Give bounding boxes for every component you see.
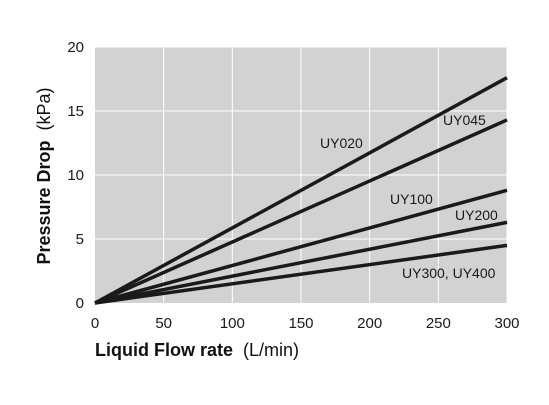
series-labels: UY020 UY045 UY100 UY200 UY300, UY400 [320,112,498,281]
series-line-3 [94,220,508,305]
series-line-4 [94,243,508,305]
y-tick-label-5: 5 [76,231,84,248]
grid-lines [95,46,508,303]
y-tick-label-10: 10 [67,167,84,184]
y-tick-labels: 0 5 10 15 20 [67,39,84,312]
x-tick-label-50: 50 [155,315,172,332]
y-tick-label-20: 20 [67,39,84,56]
series-label-2: UY100 [390,191,433,207]
y-axis-title-main: Pressure Drop [34,140,54,264]
series-line-2 [94,188,508,305]
series-label-4: UY300, UY400 [402,265,496,281]
series-label-1: UY045 [443,112,486,128]
series-lines [94,76,508,305]
x-tick-labels: 0 50 100 150 200 250 300 [91,315,520,332]
x-tick-label-0: 0 [91,315,99,332]
x-tick-label-150: 150 [288,315,313,332]
series-line-1 [94,118,508,305]
x-tick-label-100: 100 [220,315,245,332]
series-label-3: UY200 [455,207,498,223]
y-axis-title-unit: (kPa) [34,87,54,130]
x-axis-title-main: Liquid Flow rate [95,340,233,360]
series-line-0 [94,76,508,305]
x-tick-label-200: 200 [357,315,382,332]
x-axis-title: Liquid Flow rate (L/min) [95,340,299,360]
y-tick-label-15: 15 [67,103,84,120]
x-tick-label-250: 250 [426,315,451,332]
series-label-0: UY020 [320,135,363,151]
x-axis-title-unit: (L/min) [243,340,299,360]
y-tick-label-0: 0 [76,295,84,312]
x-tick-label-300: 300 [494,315,519,332]
y-axis-title: Pressure Drop (kPa) [34,87,54,264]
